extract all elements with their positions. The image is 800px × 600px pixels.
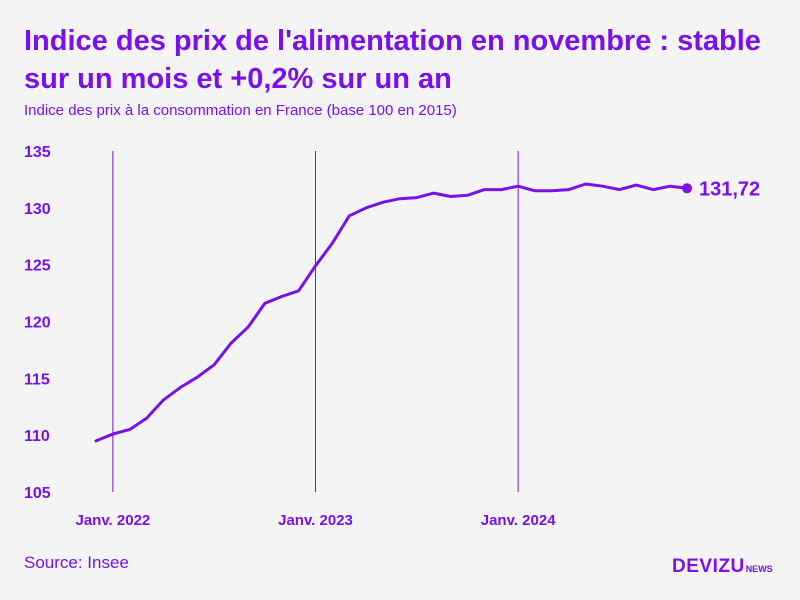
last-point-marker [682,183,692,194]
x-tick-label: Janv. 2023 [278,512,353,529]
annotation-layer: 131,72 [699,178,760,200]
y-tick-label: 110 [24,428,50,445]
y-tick-label: 115 [24,371,50,388]
grid-layer [112,151,519,492]
logo-main-text: DEVIZU [672,556,745,577]
y-tick-label: 105 [24,485,51,502]
x-tick-label: Janv. 2022 [75,512,150,529]
last-value-label: 131,72 [699,178,760,200]
logo-sub-text: NEWS [745,564,773,574]
x-tick-label: Janv. 2024 [481,512,556,529]
y-tick-label: 130 [24,201,51,218]
chart-subtitle: Indice des prix à la consommation en Fra… [24,102,457,119]
x-axis: Janv. 2022 Janv. 2023 Janv. 2024 [75,512,556,529]
brand-logo: DEVIZUNEWS [672,556,773,578]
y-tick-label: 125 [24,258,51,275]
y-axis: 105 110 115 120 125 130 135 [24,144,51,502]
series-layer [94,182,692,443]
series-line-0 [94,182,689,443]
source-note: Source: Insee [24,553,129,572]
y-tick-label: 135 [24,144,51,161]
chart-title: Indice des prix de l'alimentation en nov… [24,25,761,95]
y-tick-label: 120 [24,315,51,332]
